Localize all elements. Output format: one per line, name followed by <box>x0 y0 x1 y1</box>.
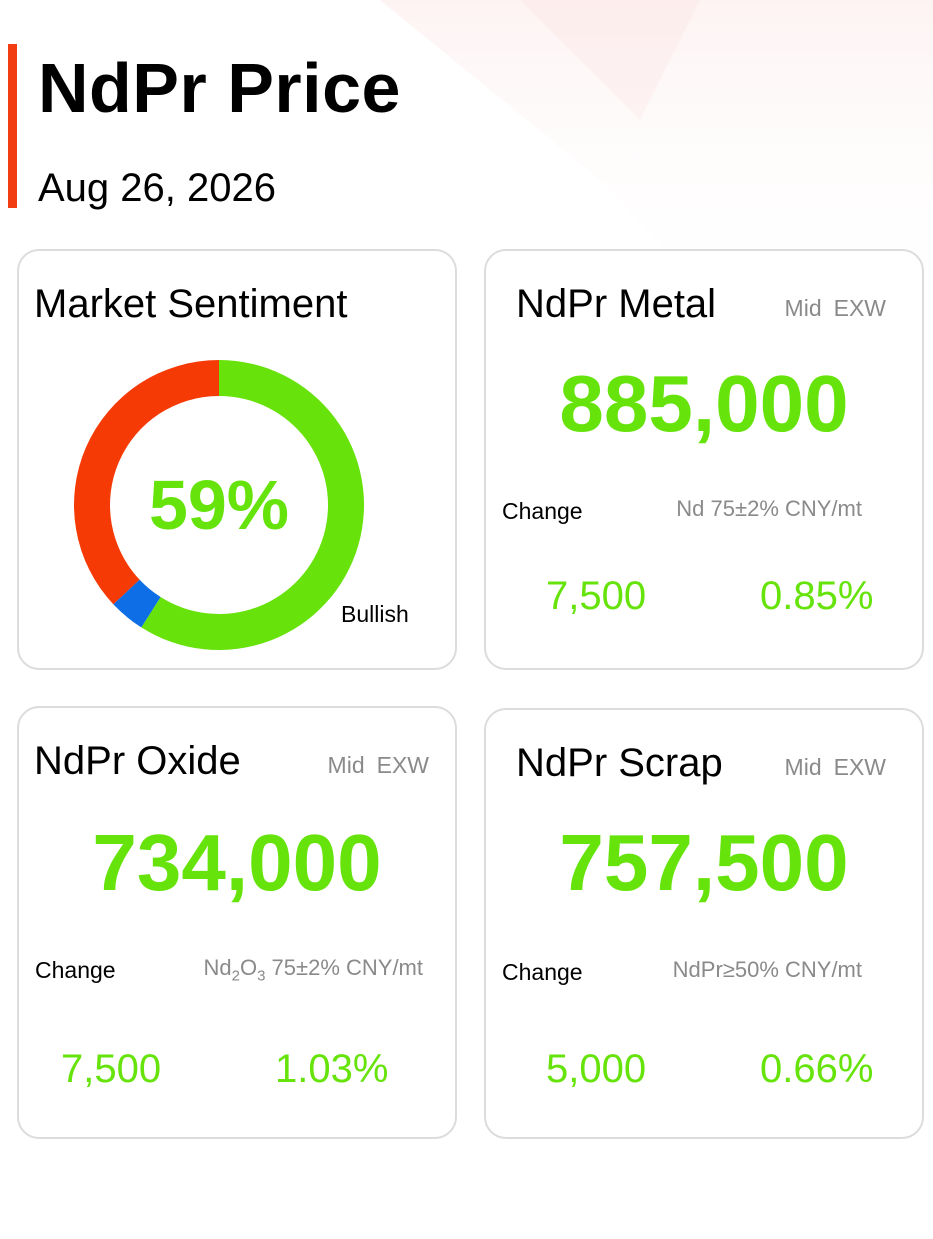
delivery-term: EXW <box>833 754 886 780</box>
sentiment-label: Bullish <box>341 601 409 627</box>
price-type: Mid <box>784 295 822 321</box>
price-basis: Mid EXW <box>785 295 886 322</box>
change-percent: 1.03% <box>275 1047 389 1091</box>
title-accent-bar <box>8 44 17 208</box>
price-type: Mid <box>784 754 822 780</box>
sentiment-donut-chart <box>74 360 364 650</box>
ndpr-scrap-card[interactable]: NdPr Scrap Mid EXW 757,500 Change NdPr≥50… <box>484 708 924 1139</box>
price-type: Mid <box>327 752 365 778</box>
market-sentiment-card[interactable]: Market Sentiment 59% Bullish <box>17 249 457 670</box>
price-value: 885,000 <box>559 359 849 448</box>
delivery-term: EXW <box>376 752 429 778</box>
product-spec: Nd 75±2% CNY/mt <box>676 496 862 521</box>
card-title: NdPr Scrap <box>516 741 723 785</box>
product-spec: Nd2O3 75±2% CNY/mt <box>203 955 423 985</box>
price-value: 734,000 <box>92 818 382 907</box>
change-amount: 7,500 <box>546 574 647 618</box>
bullish-segment <box>141 360 364 650</box>
ndpr-oxide-card[interactable]: NdPr Oxide Mid EXW 734,000 Change Nd2O3 7… <box>17 706 457 1139</box>
sentiment-percent: 59% <box>148 466 290 544</box>
price-basis: Mid EXW <box>328 752 429 779</box>
header: NdPr Price Aug 26, 2026 <box>0 0 933 240</box>
change-label: Change <box>502 959 583 985</box>
price-value: 757,500 <box>559 818 849 907</box>
product-spec: NdPr≥50% CNY/mt <box>672 957 862 982</box>
change-percent: 0.66% <box>760 1047 874 1091</box>
change-amount: 5,000 <box>546 1047 647 1091</box>
delivery-term: EXW <box>833 295 886 321</box>
page-date: Aug 26, 2026 <box>38 166 276 210</box>
ndpr-metal-card[interactable]: NdPr Metal Mid EXW 885,000 Change Nd 75±2… <box>484 249 924 670</box>
card-title: NdPr Metal <box>516 282 717 326</box>
card-title: Market Sentiment <box>34 282 348 326</box>
bearish-segment <box>74 360 220 605</box>
change-amount: 7,500 <box>61 1047 162 1091</box>
change-label: Change <box>502 498 583 524</box>
page-title: NdPr Price <box>38 49 401 127</box>
change-percent: 0.85% <box>760 574 874 618</box>
change-label: Change <box>35 957 116 983</box>
card-title: NdPr Oxide <box>34 739 241 783</box>
neutral-segment <box>113 579 161 628</box>
price-basis: Mid EXW <box>785 754 886 781</box>
